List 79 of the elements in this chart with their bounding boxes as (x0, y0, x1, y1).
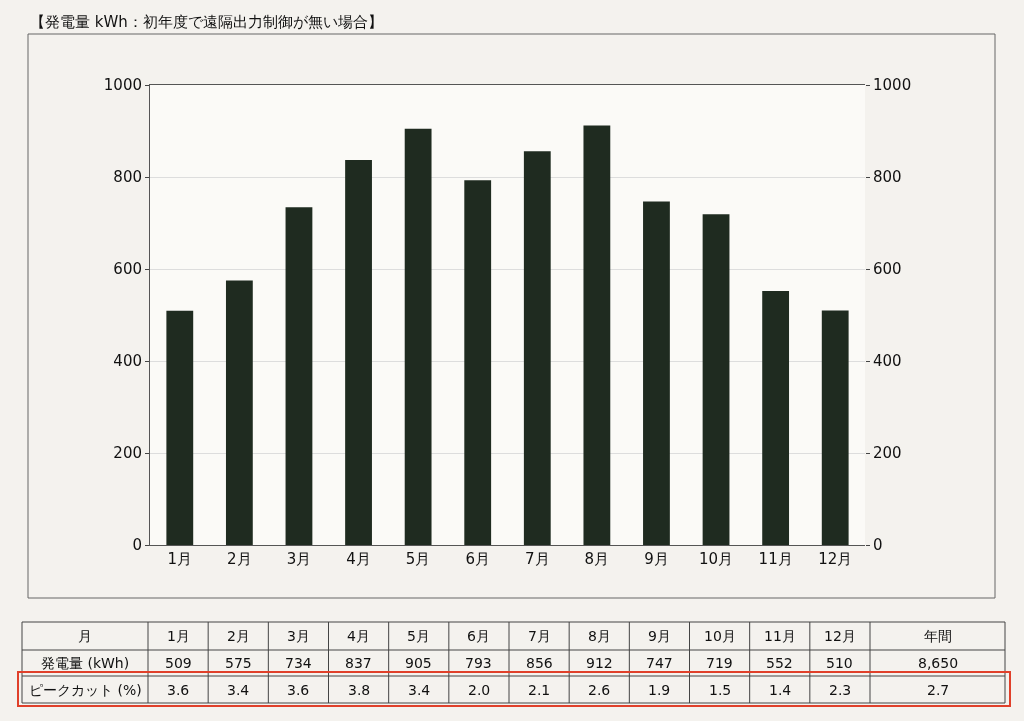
bar (404, 128, 432, 545)
bar (285, 207, 313, 545)
x-tick-label: 6月 (465, 550, 490, 568)
text: 2.0 (468, 682, 491, 698)
data-label: 719 (706, 655, 733, 671)
y2-tick-label: 600 (873, 260, 902, 279)
y2-tick-label: 400 (873, 352, 902, 371)
category-label: 10月 (704, 628, 736, 644)
x-tick-label: 11月 (758, 550, 793, 568)
data-label: 734 (285, 655, 312, 671)
bar (464, 180, 492, 545)
category-label: 11月 (764, 628, 796, 644)
data-label: 575 (225, 655, 252, 671)
text: 3.6 (167, 682, 190, 698)
x-tick-label: 1月 (167, 550, 193, 568)
category-label: 7月 (528, 628, 551, 644)
y2-tick-label: 800 (873, 168, 902, 187)
text: 3.4 (227, 682, 250, 698)
x-tick-label: 3月 (286, 550, 312, 568)
x-tick-label: 9月 (644, 550, 669, 568)
y-tick-label: 1000 (103, 76, 142, 95)
text: 月 (78, 628, 92, 644)
category-label: 9月 (648, 628, 671, 644)
text: 1.5 (709, 682, 732, 698)
category-label: 1月 (167, 628, 190, 644)
text: 2.1 (528, 682, 551, 698)
chart-title: 【発電量 kWh：初年度で遠隔出力制御が無い場合】 (30, 13, 383, 31)
data-label: 905 (405, 655, 432, 671)
y-tick-label: 800 (113, 168, 142, 187)
category-label: 4月 (347, 628, 370, 644)
bar (821, 310, 849, 545)
bar (225, 280, 253, 545)
text: 3.8 (348, 682, 371, 698)
y-tick-label: 400 (113, 352, 142, 371)
x-tick-label: 4月 (346, 550, 371, 568)
category-label: 3月 (287, 628, 310, 644)
data-label: 510 (826, 655, 853, 671)
bar (583, 125, 611, 545)
data-label: 552 (766, 655, 793, 671)
data-label: 912 (586, 655, 613, 671)
y2-tick-label: 200 (873, 444, 902, 463)
bar (523, 151, 551, 545)
data-label: 856 (526, 655, 553, 671)
data-label: 747 (646, 655, 673, 671)
text: ピークカット (%) (29, 682, 142, 698)
category-label: 2月 (227, 628, 250, 644)
y-tick-label: 600 (113, 260, 142, 279)
bar (166, 310, 194, 545)
x-tick-label: 5月 (405, 550, 431, 568)
category-label: 12月 (824, 628, 856, 644)
category-label: 6月 (467, 628, 490, 644)
x-tick-label: 8月 (584, 550, 610, 568)
text: 2.6 (588, 682, 611, 698)
bar (762, 291, 790, 545)
text: 3.4 (408, 682, 431, 698)
category-label: 8月 (588, 628, 611, 644)
y2-tick-label: 0 (873, 536, 883, 555)
y-tick-label: 0 (132, 536, 142, 555)
data-label: 509 (165, 655, 192, 671)
text: 8,650 (918, 655, 959, 671)
text: 3.6 (287, 682, 310, 698)
x-tick-label: 10月 (698, 550, 734, 568)
category-label: 5月 (407, 628, 430, 644)
text: 発電量 (kWh) (41, 655, 130, 671)
text: 2.3 (829, 682, 852, 698)
text: 1.9 (648, 682, 671, 698)
x-tick-label: 7月 (525, 550, 550, 568)
x-tick-label: 2月 (227, 550, 252, 568)
y-tick-label: 200 (113, 444, 142, 463)
y2-tick-label: 1000 (873, 76, 912, 95)
text: 1.4 (769, 682, 792, 698)
bar (345, 159, 372, 545)
bar (702, 214, 730, 545)
text: 年間 (924, 628, 952, 644)
data-label: 837 (345, 655, 372, 671)
x-tick-label: 12月 (818, 550, 853, 568)
text: 2.7 (927, 682, 950, 698)
data-label: 793 (465, 655, 492, 671)
bar (643, 201, 670, 545)
